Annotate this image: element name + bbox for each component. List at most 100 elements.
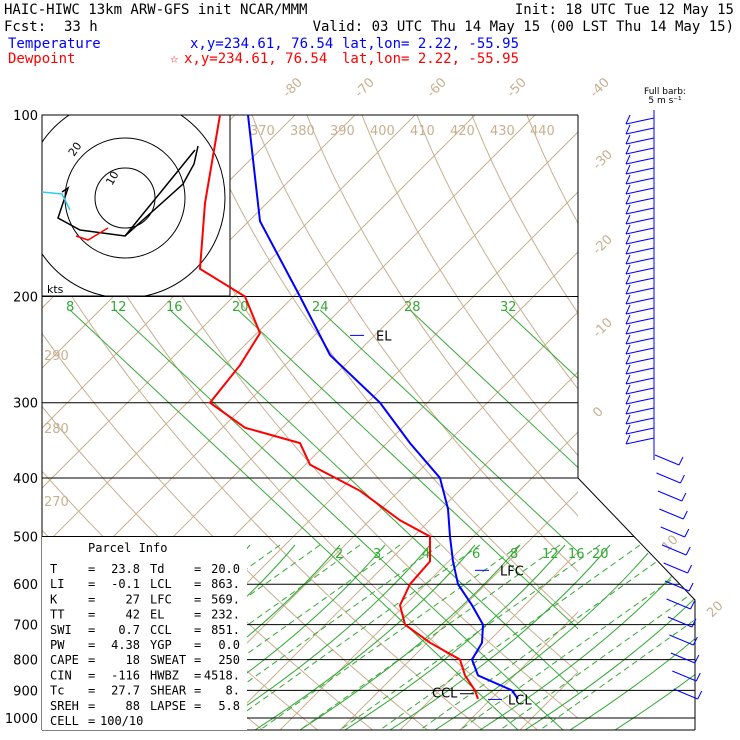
theta-label: 410 [410, 124, 435, 139]
wind-barb [625, 137, 655, 145]
mixing-ratio-label: 32 [500, 300, 517, 315]
moist-adiabat [524, 544, 695, 730]
dry-adiabat [42, 246, 484, 730]
wind-barb-flag [625, 324, 631, 335]
isotherm [159, 311, 578, 730]
wind-barb [673, 688, 698, 700]
hatch-mark [579, 537, 587, 538]
wind-barb-flag [625, 114, 631, 125]
wind-barb [664, 580, 690, 592]
hatch-mark [285, 537, 293, 538]
wind-barb [625, 347, 655, 355]
parcel-equals: = [194, 608, 201, 622]
theta-label: 390 [330, 124, 355, 139]
parcel-info-background [42, 537, 247, 730]
wind-barb-flag [681, 492, 687, 502]
dry-adiabat [580, 110, 740, 740]
wind-barb [625, 227, 655, 235]
mixing-ratio-label: 16 [166, 300, 183, 315]
isotherm [42, 115, 536, 609]
wind-barb-flag [625, 144, 631, 155]
parcel-value: 851. [211, 623, 240, 637]
parcel-equals: = [88, 714, 95, 728]
parcel-equals: = [194, 684, 201, 698]
parcel-value: 863. [211, 577, 240, 591]
star-icon: ☆ [170, 51, 179, 67]
isotherm-label: -30 [590, 147, 616, 173]
wind-barb [625, 147, 655, 155]
wind-barb [625, 247, 655, 255]
parcel-value: 20.0 [211, 562, 240, 576]
parcel-info-table: Parcel Info T = 23.8 Td = 20.0 LI = -0.1 LCL = 863.… [42, 537, 247, 730]
wind-barb-flag [625, 164, 631, 175]
parcel-key: PW [50, 638, 65, 652]
wind-barb-flag [625, 184, 631, 195]
moist-adiabat [569, 544, 695, 730]
temperature-latlon: lat,lon= 2.22, -55.95 [342, 36, 519, 52]
isobars [42, 114, 695, 719]
init-time: Init: 18 UTC Tue 12 May 15 [515, 2, 734, 18]
parcel-key: K [50, 592, 58, 606]
parcel-key: SWI [50, 623, 72, 637]
parcel-value: 42 [126, 608, 140, 622]
hodograph-cyan-segment [41, 191, 71, 211]
hatch-mark [523, 537, 531, 538]
parcel-value: -0.1 [111, 577, 140, 591]
theta-label: 440 [530, 124, 555, 139]
model-title: HAIC-HIWC 13km ARW-GFS init NCAR/MMM [4, 2, 307, 18]
isotherm-label: -80 [280, 75, 306, 101]
isotherm-label: 0 [590, 404, 606, 420]
isotherm [700, 110, 740, 730]
isotherm [42, 115, 356, 429]
dry-adiabat [306, 115, 578, 517]
parcel-key: Tc [50, 684, 64, 698]
mixing-ratio-line [69, 309, 519, 730]
wind-barb-flag [625, 224, 631, 235]
mixing-ratio-dashed [299, 544, 561, 730]
parcel-key: LAPSE [150, 699, 186, 713]
parcel-value: 5.8 [218, 699, 240, 713]
fcst-label: Fcst: [4, 19, 46, 35]
wind-barb-flag [688, 582, 694, 592]
wind-barb-flag [625, 154, 631, 165]
wind-barb [625, 337, 655, 345]
hatch-mark [187, 537, 195, 538]
wind-barb-flag [625, 264, 631, 275]
parcel-key: Td [150, 562, 164, 576]
wind-barb [625, 307, 655, 315]
wind-barb [625, 177, 655, 185]
pressure-label-800: 800 [13, 654, 38, 669]
wind-barb [625, 407, 655, 415]
wind-barb-flag [625, 174, 631, 185]
hatch-mark [215, 537, 223, 538]
mixing-ratio-line [319, 309, 578, 553]
pressure-label-300: 300 [13, 397, 38, 412]
dewpoint-latlon: lat,lon= 2.22, -55.95 [342, 51, 519, 67]
parcel-key: CIN [50, 668, 72, 682]
pressure-label-900: 900 [13, 684, 38, 699]
isotherm [459, 611, 578, 730]
hodograph-red-segment [75, 227, 109, 241]
wind-barb [669, 634, 694, 646]
hatch-mark [229, 537, 237, 538]
moist-adiabat [389, 544, 611, 730]
parcel-equals: = [88, 684, 95, 698]
mixing-ratio-label-lower: 6 [472, 547, 480, 562]
mixing-ratio-dashed [539, 544, 695, 730]
marker-label: CCL [432, 687, 458, 702]
mixing-ratio-label: 28 [404, 300, 421, 315]
pressure-label-400: 400 [13, 472, 38, 487]
wind-barb-flag [625, 204, 631, 215]
dry-adiabat [471, 115, 578, 314]
isotherm-label: 20 [704, 599, 726, 621]
isotherm [580, 110, 740, 730]
mixing-ratio-label: 24 [312, 300, 329, 315]
hatch-mark [565, 537, 573, 538]
wind-barb-flag [697, 690, 703, 700]
parcel-key: CELL [50, 714, 79, 728]
wind-barb [625, 167, 655, 175]
wind-barb-flag [625, 354, 631, 365]
pressure-label-200: 200 [13, 291, 38, 306]
hatch-mark [453, 537, 461, 538]
hodograph-ring-outer [42, 115, 226, 296]
